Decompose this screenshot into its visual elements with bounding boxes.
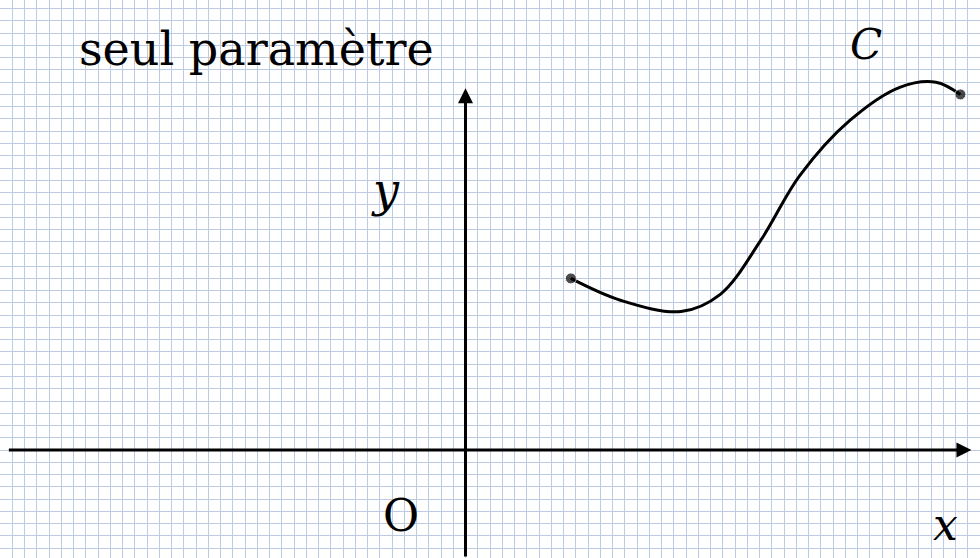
- svg-text:seul paramètre: seul paramètre: [79, 22, 434, 76]
- svg-text:y: y: [371, 163, 400, 217]
- svg-text:C: C: [850, 20, 882, 69]
- svg-text:x: x: [933, 499, 958, 550]
- svg-text:O: O: [383, 490, 419, 541]
